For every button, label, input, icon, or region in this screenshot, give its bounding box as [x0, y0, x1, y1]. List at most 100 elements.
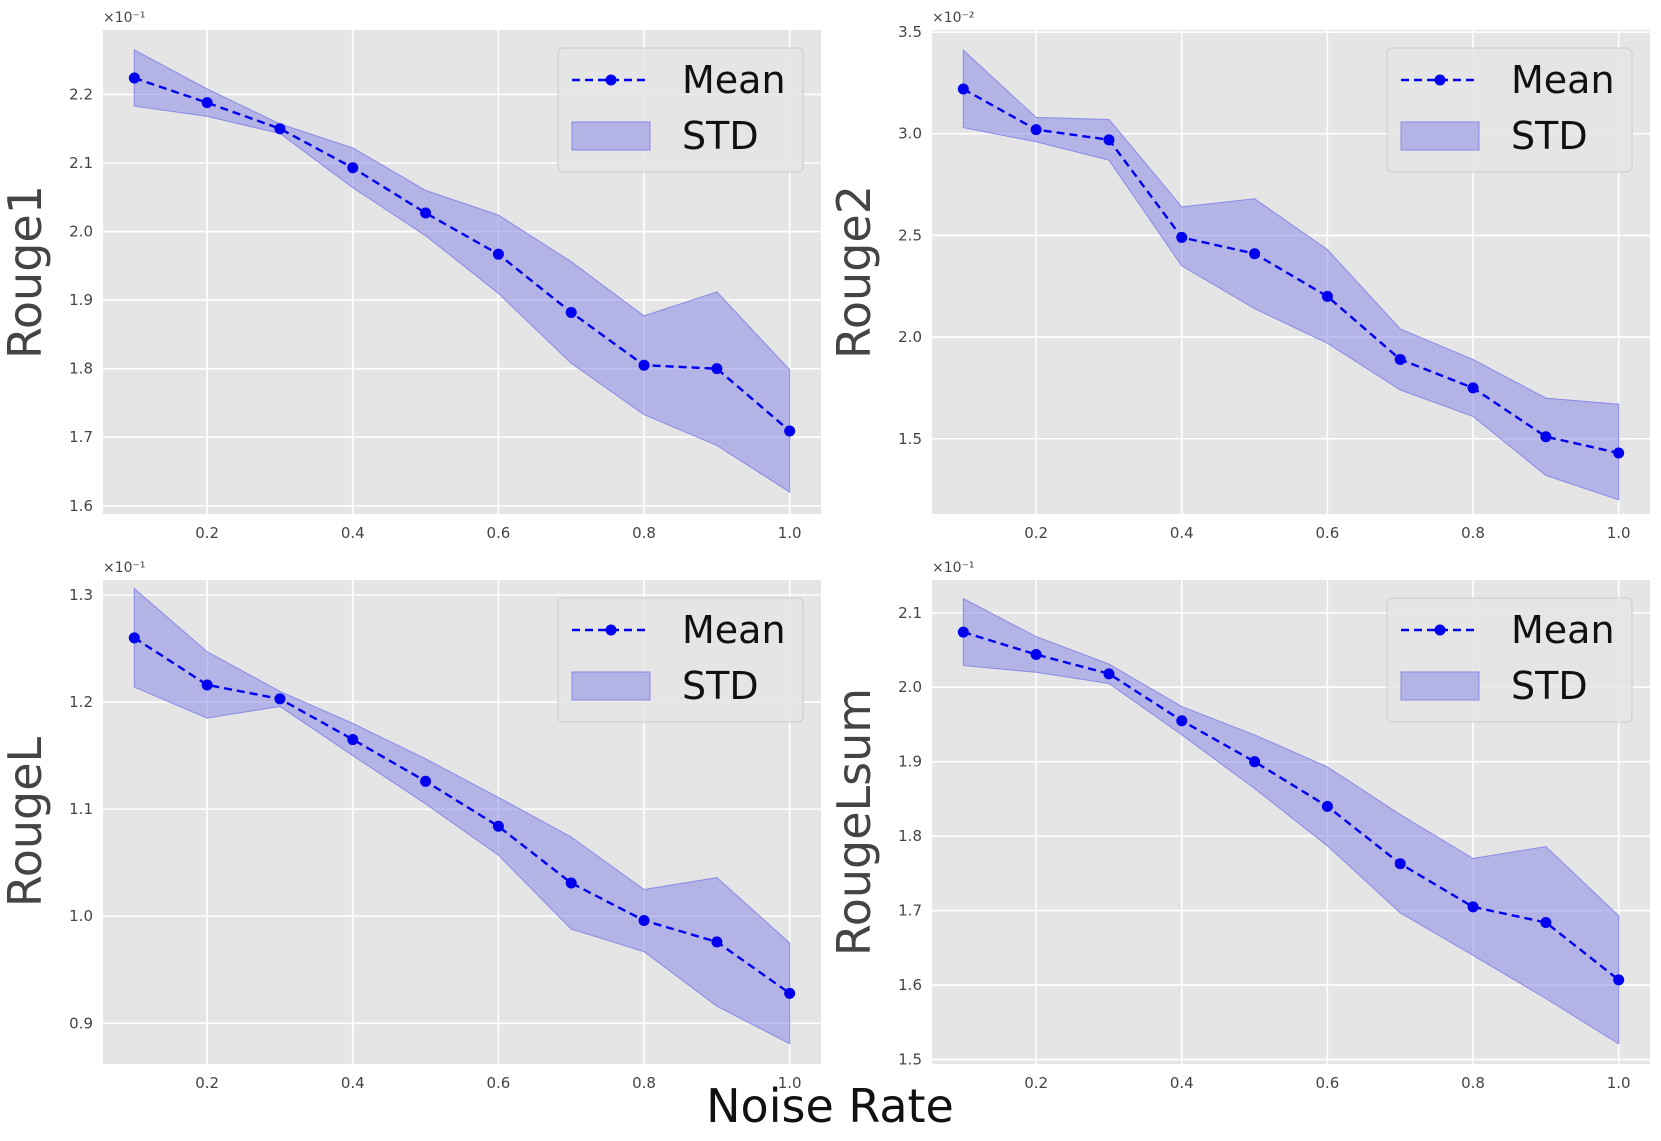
x-tick-label: 0.6 — [1315, 524, 1339, 542]
legend-mean-marker — [605, 74, 617, 86]
y-tick-label: 1.6 — [69, 497, 93, 515]
legend: Mean STD — [1386, 47, 1633, 173]
chart-panel-1: 0.2 0.4 0.6 0.8 1.0 1.6 1.7 1.8 1.9 2.0 2.1 2.2 ×10⁻… — [0, 10, 821, 542]
x-tick-label: 0.4 — [341, 1074, 365, 1092]
y-tick-label: 1.8 — [898, 827, 922, 845]
mean-point — [565, 306, 577, 318]
y-tick-label: 2.5 — [898, 226, 922, 244]
x-tick-label: 0.2 — [195, 524, 219, 542]
x-tick-label: 0.6 — [486, 1074, 510, 1092]
mean-point — [492, 820, 504, 832]
x-tick-label: 0.8 — [1461, 524, 1485, 542]
mean-point — [274, 123, 286, 135]
mean-point — [420, 775, 432, 787]
x-tick-label: 0.6 — [1315, 1074, 1339, 1092]
y-tick-label: 1.2 — [69, 693, 93, 711]
legend-mean-marker — [1434, 74, 1446, 86]
mean-point — [347, 734, 359, 746]
y-axis-label: Rouge2 — [827, 185, 881, 359]
x-tick-label: 1.0 — [778, 524, 802, 542]
y-tick-label: 2.1 — [69, 154, 93, 172]
y-tick-label: 2.0 — [69, 223, 93, 241]
legend: Mean STD — [557, 597, 804, 723]
x-tick-label: 0.2 — [1024, 524, 1048, 542]
y-axis-label: RougeLsum — [827, 688, 881, 956]
mean-point — [957, 626, 969, 638]
y-tick-label: 1.7 — [69, 428, 93, 446]
mean-point — [565, 877, 577, 889]
mean-point — [201, 97, 213, 109]
mean-point — [128, 72, 140, 84]
mean-point — [1540, 431, 1552, 443]
x-tick-label: 0.8 — [632, 1074, 656, 1092]
panels: 0.2 0.4 0.6 0.8 1.0 1.6 1.7 1.8 1.9 2.0 2.1 2.2 ×10⁻… — [0, 10, 1650, 1092]
mean-point — [1030, 648, 1042, 660]
y-tick-label: 1.1 — [69, 800, 93, 818]
mean-point — [347, 162, 359, 174]
mean-point — [1249, 756, 1261, 768]
legend-mean-marker — [605, 624, 617, 636]
mean-point — [420, 207, 432, 219]
mean-line — [133, 76, 791, 432]
mean-point — [1103, 668, 1115, 680]
mean-point — [711, 936, 723, 948]
legend: Mean STD — [1386, 597, 1633, 723]
mean-point — [711, 363, 723, 375]
std-band — [133, 49, 791, 494]
mean-point — [784, 987, 796, 999]
mean-point — [1103, 134, 1115, 146]
std-band — [962, 597, 1620, 1045]
legend-std-swatch — [1400, 121, 1480, 151]
mean-point — [1030, 124, 1042, 136]
mean-point — [128, 632, 140, 644]
legend-mean-label: Mean — [682, 58, 786, 102]
legend-std-label: STD — [1511, 664, 1588, 708]
x-tick-label: 0.4 — [1170, 1074, 1194, 1092]
legend-mean-label: Mean — [1511, 608, 1615, 652]
chart-panel-4: 0.2 0.4 0.6 0.8 1.0 1.5 1.6 1.7 1.8 1.9 2.0 2.1 ×10⁻… — [827, 560, 1650, 1092]
y-axis-label: Rouge1 — [0, 185, 52, 359]
mean-point — [274, 693, 286, 705]
mean-point — [1613, 447, 1625, 459]
y-scale-label: ×10⁻¹ — [103, 560, 146, 576]
y-tick-label: 1.9 — [69, 291, 93, 309]
mean-point — [1176, 715, 1188, 727]
mean-point — [201, 679, 213, 691]
legend-std-label: STD — [682, 114, 759, 158]
legend-std-label: STD — [682, 664, 759, 708]
y-axis-label: RougeL — [0, 736, 52, 907]
y-tick-label: 3.0 — [898, 125, 922, 143]
mean-point — [784, 425, 796, 437]
mean-point — [1394, 353, 1406, 365]
mean-point — [492, 248, 504, 260]
mean-point — [1467, 382, 1479, 394]
mean-line — [962, 630, 1620, 981]
std-band — [133, 587, 791, 1045]
y-tick-label: 1.3 — [69, 586, 93, 604]
mean-point — [1321, 290, 1333, 302]
x-tick-label: 1.0 — [1607, 1074, 1631, 1092]
mean-point — [1467, 901, 1479, 913]
y-tick-label: 3.5 — [898, 23, 922, 41]
y-tick-label: 0.9 — [69, 1014, 93, 1032]
mean-point — [638, 359, 650, 371]
y-tick-label: 2.0 — [898, 328, 922, 346]
figure-xlabel: Noise Rate — [706, 1079, 954, 1133]
mean-line — [962, 87, 1619, 455]
chart-panel-2: 0.2 0.4 0.6 0.8 1.0 1.5 2.0 2.5 3.0 3.5 ×10⁻² Rouge… — [827, 10, 1650, 542]
y-tick-label: 1.6 — [898, 976, 922, 994]
x-tick-label: 1.0 — [1607, 524, 1631, 542]
legend-mean-marker — [1434, 624, 1446, 636]
y-tick-label: 2.1 — [898, 604, 922, 622]
legend-std-label: STD — [1511, 114, 1588, 158]
legend-mean-label: Mean — [682, 608, 786, 652]
mean-point — [1394, 858, 1406, 870]
x-tick-label: 0.8 — [632, 524, 656, 542]
y-scale-label: ×10⁻¹ — [932, 560, 975, 576]
chart-panel-3: 0.2 0.4 0.6 0.8 1.0 0.9 1.0 1.1 1.2 1.3 ×10⁻¹ Rouge… — [0, 560, 821, 1092]
y-tick-label: 1.0 — [69, 907, 93, 925]
x-tick-label: 0.6 — [486, 524, 510, 542]
mean-point — [957, 83, 969, 95]
y-tick-label: 1.7 — [898, 902, 922, 920]
